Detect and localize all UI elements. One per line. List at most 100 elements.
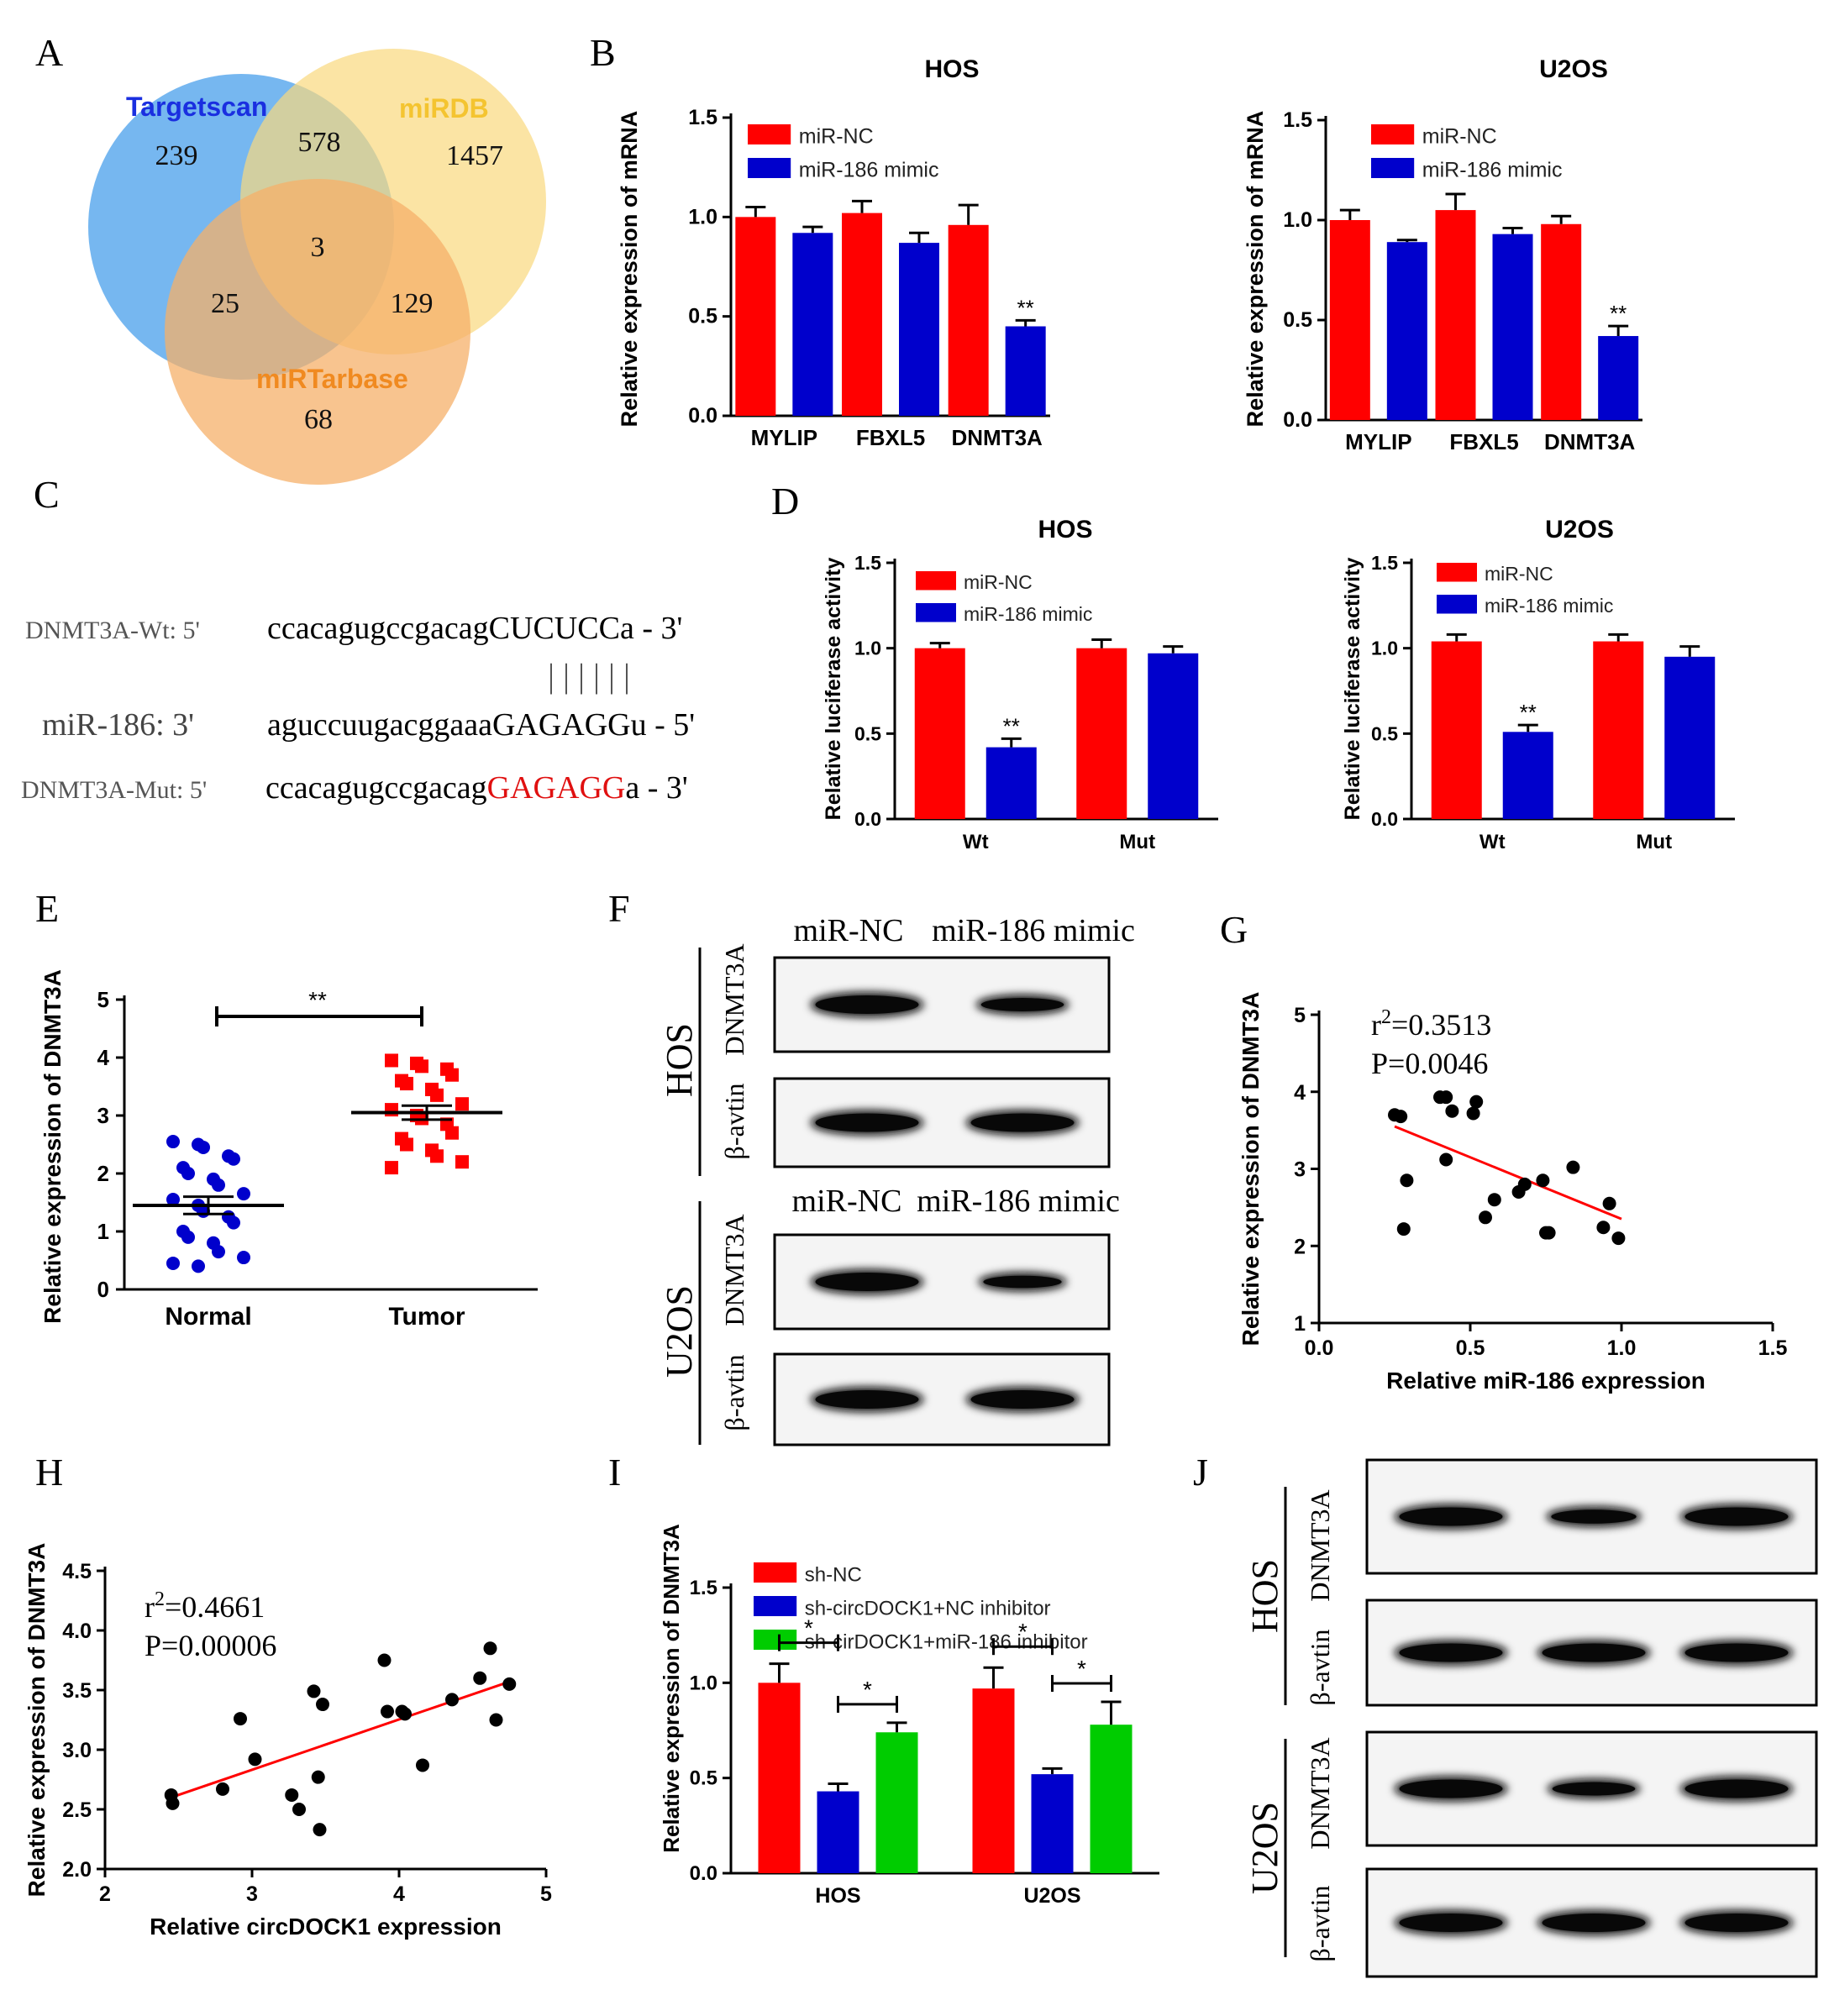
chart-title: HOS: [1038, 516, 1092, 543]
x-tick-label: 2: [99, 1882, 111, 1906]
legend-label: sh-cirDOCK1+miR-186 inhibitor: [805, 1630, 1088, 1653]
data-point: [1394, 1110, 1408, 1124]
data-point: [400, 1137, 413, 1152]
y-tick-label: 1.5: [688, 106, 717, 129]
legend-swatch: [1371, 124, 1415, 144]
chart-i: 0.0 0.5 1.0 1.5 Relative expression of DNMT3…: [659, 1524, 1159, 1908]
bar: [875, 1732, 918, 1873]
y-axis-label: Relative expression of mRNA: [1243, 111, 1268, 428]
x-tick-label: 3: [246, 1882, 258, 1906]
legend-swatch: [748, 124, 791, 144]
bar: [1598, 336, 1639, 420]
data-point: [455, 1097, 469, 1111]
data-point: [455, 1155, 469, 1169]
y-tick-label: 1.0: [1371, 638, 1398, 659]
mut-label: DNMT3A-Mut: 5': [21, 776, 207, 804]
sig-star: *: [804, 1615, 813, 1641]
venn-count-mirdb-only: 1457: [446, 140, 503, 171]
blot-band-core: [1399, 1779, 1503, 1798]
f-col-nc: miR-NC: [794, 913, 904, 948]
sig-star: *: [1018, 1619, 1027, 1645]
blot-band-core: [1684, 1779, 1789, 1798]
western-blot-f: miR-NC miR-186 mimic miR-NC miR-186 mimi…: [659, 913, 1135, 1446]
f-col-nc-2: miR-NC: [792, 1184, 902, 1219]
y-tick-label: 2: [97, 1161, 109, 1186]
y-tick-label: 0.0: [688, 404, 717, 428]
panel-letter-i: I: [608, 1451, 621, 1494]
data-point: [234, 1712, 247, 1726]
x-tick-label: 5: [540, 1882, 552, 1906]
sequence-alignment: DNMT3A-Wt: 5' ccacagugccgacagCUCUCCa - 3…: [21, 611, 695, 806]
bar: [1090, 1725, 1133, 1873]
x-tick-label: Tumor: [388, 1303, 465, 1331]
blot-band-core: [1551, 1509, 1637, 1524]
data-point: [416, 1758, 429, 1772]
bar: [1148, 653, 1199, 819]
p-value-label: P=0.0046: [1371, 1047, 1488, 1080]
x-tick-label: DNMT3A: [1544, 429, 1636, 454]
chart-b-u2os: 0.0 0.5 1.0 1.5 Relative expression of mRNA U…: [1243, 55, 1642, 454]
data-point: [166, 1135, 180, 1149]
data-point: [430, 1088, 444, 1102]
blot-band-core: [815, 995, 919, 1014]
j-prot-actin-hos: β-avtin: [1305, 1630, 1335, 1706]
y-tick-label: 1.5: [690, 1577, 717, 1599]
data-point: [430, 1149, 444, 1163]
data-point: [166, 1796, 180, 1810]
sig-star: **: [308, 987, 327, 1013]
bar: [1541, 223, 1582, 420]
blot-band-core: [1552, 1782, 1636, 1796]
data-point: [248, 1752, 262, 1767]
y-tick-label: 0.0: [690, 1862, 717, 1885]
venn-diagram: Targetscan miRDB miRTarbase 239 1457 68 …: [88, 49, 546, 485]
x-tick-label: U2OS: [1023, 1884, 1080, 1908]
y-tick-label: 5: [1294, 1004, 1306, 1027]
panel-letter-f: F: [608, 887, 630, 930]
panel-letter-g: G: [1220, 908, 1248, 951]
bar: [972, 1688, 1015, 1873]
bar: [1329, 220, 1370, 420]
bar: [985, 747, 1037, 819]
legend-label: miR-186 mimic: [1422, 158, 1563, 181]
data-point: [181, 1167, 195, 1180]
data-point: [489, 1713, 503, 1727]
f-cell-hos: HOS: [659, 1023, 700, 1097]
legend-swatch: [916, 603, 956, 622]
y-tick-label: 4: [97, 1045, 110, 1070]
data-point: [237, 1251, 250, 1265]
bar: [1386, 242, 1427, 420]
y-axis-label: Relative luciferase activity: [822, 558, 845, 821]
j-prot-dnmt3a-hos: DNMT3A: [1305, 1489, 1335, 1601]
bar: [1502, 732, 1553, 819]
blot-band-core: [815, 1273, 919, 1291]
data-point: [1479, 1210, 1492, 1225]
chart-h: 2.0 2.5 3.0 3.5 4.0 4.5 2 3 4 5 Relative circDOCK1…: [24, 1543, 552, 1940]
data-point: [166, 1256, 180, 1270]
j-prot-actin-u2os: β-avtin: [1305, 1886, 1335, 1962]
sig-star: *: [1077, 1656, 1086, 1682]
mir-sequence: aguccuugacggaaaGAGAGGu - 5': [267, 707, 695, 743]
y-tick-label: 1.5: [854, 552, 881, 574]
data-point: [1396, 1222, 1411, 1236]
data-point: [181, 1230, 195, 1244]
data-point: [227, 1152, 240, 1166]
blot-band-core: [1684, 1643, 1789, 1662]
y-axis-label: Relative luciferase activity: [1341, 558, 1364, 821]
y-tick-label: 1.0: [1283, 208, 1312, 232]
venn-count-targetscan-only: 239: [155, 140, 198, 171]
f-col-mimic-2: miR-186 mimic: [917, 1184, 1120, 1219]
data-point: [385, 1103, 398, 1117]
data-point: [473, 1671, 487, 1685]
data-point: [212, 1178, 225, 1192]
bar: [1664, 656, 1716, 819]
legend-swatch: [748, 158, 791, 178]
y-tick-label: 4.5: [62, 1560, 92, 1583]
j-prot-dnmt3a-u2os: DNMT3A: [1305, 1737, 1335, 1849]
panel-letter-j: J: [1193, 1451, 1208, 1494]
blot-band-core: [1399, 1643, 1503, 1662]
sig-star: **: [1017, 295, 1034, 320]
y-tick-label: 1.0: [688, 205, 717, 228]
blot-band-core: [815, 1390, 919, 1409]
venn-label-mirdb: miRDB: [399, 93, 489, 123]
